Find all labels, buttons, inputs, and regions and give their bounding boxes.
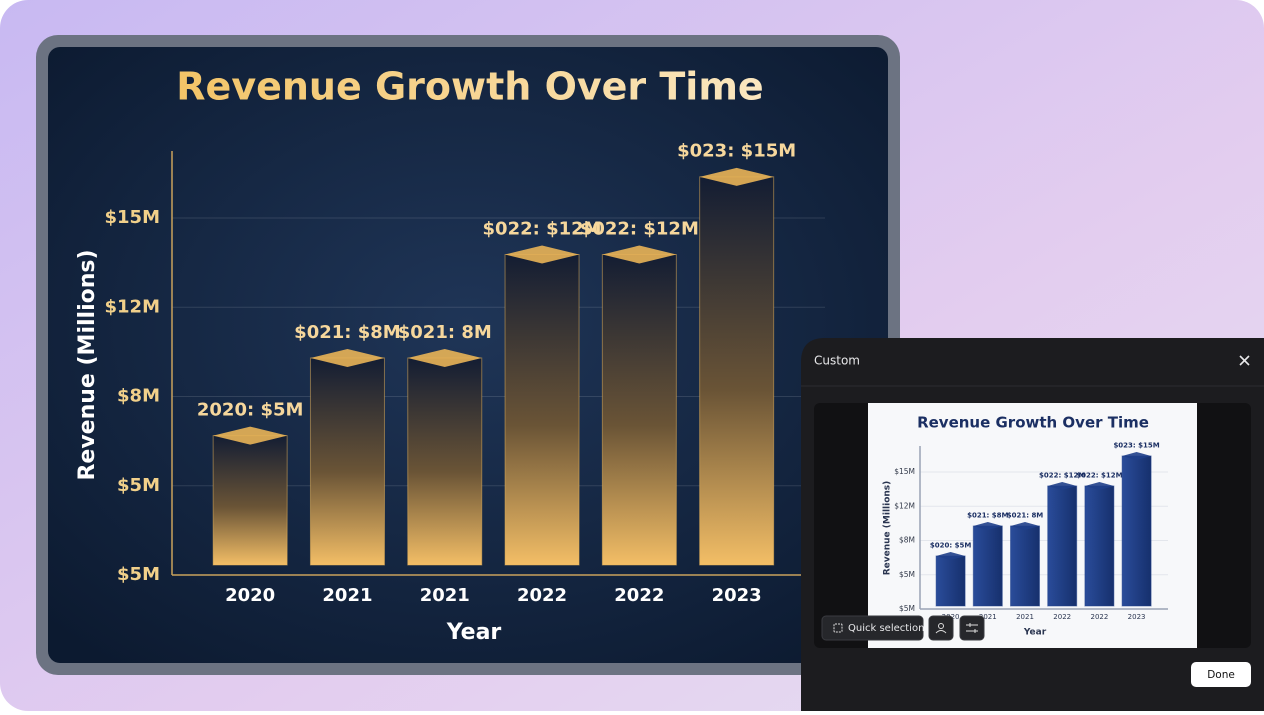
chart-title: Revenue Growth Over Time (917, 414, 1149, 432)
bar-top (699, 167, 774, 186)
value-label: $021: $8M (294, 322, 401, 343)
value-label: $022: $12M (483, 218, 602, 239)
quick-selection-label: Quick selection (848, 623, 924, 634)
bar-top (1047, 482, 1077, 490)
y-axis-label: Revenue (Millions) (883, 481, 893, 576)
y-tick-label: $5M (899, 604, 915, 613)
bar-top (310, 349, 385, 367)
main-chart: Revenue Growth Over Time Revenue (Million… (75, 65, 825, 645)
value-label: $022: $12M (580, 218, 699, 239)
y-tick-label: $8M (899, 536, 915, 545)
done-label: Done (1207, 669, 1235, 681)
bar (309, 357, 385, 566)
x-tick-label: 2022 (614, 585, 664, 606)
bar-top (1010, 522, 1040, 530)
y-tick-label: $12M (894, 501, 915, 510)
value-label: $021: 8M (398, 322, 492, 343)
x-tick-label: 2021 (322, 585, 372, 606)
bar-top (936, 552, 966, 560)
x-tick-label: 2021 (420, 585, 470, 606)
done-button[interactable] (1191, 662, 1251, 687)
y-tick-label: $5M (117, 564, 160, 585)
bar-top (213, 426, 288, 445)
x-tick-label: 2023 (712, 585, 762, 606)
bar (407, 357, 483, 566)
bar (601, 254, 677, 566)
bar (212, 435, 288, 566)
person-icon (938, 623, 944, 629)
chart-title: Revenue Growth Over Time (176, 65, 763, 109)
x-axis-label: Year (446, 620, 502, 645)
adjust-icon (966, 623, 978, 633)
bar (699, 176, 775, 566)
bar (504, 254, 580, 566)
x-tick-label: 2020 (225, 585, 275, 606)
bar-top (505, 245, 580, 264)
bar (1047, 485, 1078, 607)
y-tick-label: $12M (105, 296, 161, 317)
x-tick-label: 2021 (979, 613, 997, 621)
value-label: $022: $12M (1039, 472, 1085, 480)
person-icon-body (935, 630, 947, 634)
x-axis-label: Year (1023, 628, 1047, 638)
value-label: 2020: $5M (197, 399, 304, 420)
bar-top (1084, 482, 1114, 490)
value-label: $021: $8M (967, 512, 1008, 520)
bar (972, 525, 1003, 607)
value-label: $023: $15M (677, 141, 796, 162)
bar (1084, 485, 1115, 607)
quick-selection-icon (833, 623, 843, 633)
dialog-title: Custom (814, 354, 860, 368)
y-tick-label: $5M (899, 570, 915, 579)
x-tick-label: 2022 (1053, 613, 1071, 621)
close-button[interactable] (1239, 355, 1250, 366)
bar (1010, 525, 1040, 607)
y-axis-label: Revenue (Millions) (75, 249, 100, 480)
bar (1121, 455, 1152, 607)
bar-top (602, 245, 677, 264)
y-tick-label: $15M (894, 467, 915, 476)
x-tick-label: 2021 (1016, 613, 1034, 621)
preview-chart: Revenue Growth Over Time Revenue (Million… (883, 414, 1168, 638)
bar-top (407, 349, 482, 367)
value-label: $020: $5M (930, 542, 971, 550)
x-tick-label: 2023 (1128, 613, 1146, 621)
x-tick-label: 2022 (517, 585, 567, 606)
value-label: $022: $12M (1076, 472, 1122, 480)
quick-selection-button[interactable] (821, 615, 924, 641)
x-tick-label: 2022 (1090, 613, 1108, 621)
bar-top (973, 522, 1003, 530)
adjust-button[interactable] (959, 615, 985, 641)
bar-top (1122, 452, 1152, 460)
value-label: $023: $15M (1113, 442, 1159, 450)
y-tick-label: $5M (117, 475, 160, 496)
bar (935, 555, 966, 607)
y-tick-label: $8M (117, 386, 160, 407)
value-label: $021: 8M (1007, 512, 1044, 520)
y-tick-label: $15M (105, 207, 161, 228)
